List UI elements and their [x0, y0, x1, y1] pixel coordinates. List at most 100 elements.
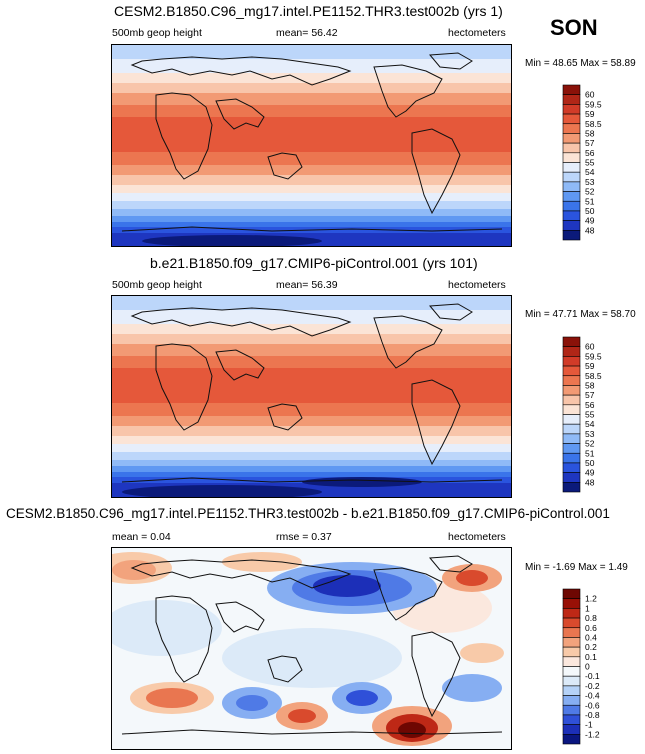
colorbar-swatch: [562, 84, 581, 95]
colorbar-swatch: [562, 133, 581, 144]
colorbar-swatch: [562, 462, 581, 473]
colorbar-tick-label: 51: [585, 196, 595, 206]
colorbar-swatch: [562, 94, 581, 105]
panel1-units: hectometers: [448, 27, 506, 39]
colorbar-swatch: [562, 171, 581, 183]
colorbar-swatch: [562, 675, 581, 687]
colorbar-swatch: [562, 181, 581, 192]
colorbar-tick-label: 58.5: [585, 371, 602, 381]
colorbar-tick-label: -1.2: [585, 729, 600, 739]
colorbar-swatch: [562, 152, 581, 163]
panel2-colorbar: 60 59.5 59 58.5 58 57 56 55 54 53 52 51 50 49 48: [562, 336, 623, 497]
colorbar-swatch: [562, 617, 581, 629]
colorbar-swatch: [562, 637, 581, 648]
colorbar-tick-label: 54: [585, 167, 595, 177]
colorbar-swatch: [562, 588, 581, 599]
panel3-units: hectometers: [448, 531, 506, 543]
colorbar-tick-label: -0.4: [585, 691, 600, 701]
colorbar-tick-label: 52: [585, 439, 595, 449]
colorbar-swatch: [562, 375, 581, 386]
colorbar-swatch: [562, 365, 581, 377]
colorbar-tick-label: 58.5: [585, 119, 602, 129]
colorbar-swatch: [562, 230, 581, 241]
panel1-title: CESM2.B1850.C96_mg17.intel.PE1152.THR3.t…: [114, 3, 503, 19]
colorbar-swatch: [562, 433, 581, 444]
colorbar-swatch: [562, 104, 581, 115]
colorbar-tick-label: 52: [585, 187, 595, 197]
colorbar-tick-label: 58: [585, 380, 595, 390]
colorbar-swatch: [562, 356, 581, 367]
colorbar-swatch: [562, 220, 581, 231]
colorbar-swatch: [562, 191, 581, 202]
season-label: SON: [550, 15, 598, 40]
colorbar-swatch: [562, 162, 581, 173]
colorbar-tick-label: 59: [585, 361, 595, 371]
colorbar-swatch: [562, 123, 581, 134]
panel1-colorbar: 60 59.5 59 58.5 58 57 56 55 54 53 52 51 50 49 48: [562, 84, 623, 245]
panel3-rmse: rmse = 0.37: [276, 531, 332, 543]
colorbar-tick-label: 0.4: [585, 632, 597, 642]
colorbar-tick-label: 0.1: [585, 652, 597, 662]
colorbar-tick-label: 56: [585, 400, 595, 410]
panel3-colorbar: 1.2 1 0.8 0.6 0.4 0.2 0.1 0 -0.1 -0.2 -0.4 -0.6 -0.8…: [562, 588, 623, 749]
colorbar-swatch: [562, 200, 581, 212]
panel1-variable-label: 500mb geop height: [112, 27, 202, 39]
colorbar-tick-label: 49: [585, 468, 595, 478]
colorbar-tick-label: 50: [585, 206, 595, 216]
colorbar-swatch: [562, 423, 581, 435]
colorbar-swatch: [562, 704, 581, 716]
colorbar-tick-label: 51: [585, 448, 595, 458]
colorbar-tick-label: 60: [585, 90, 595, 100]
colorbar-tick-label: 57: [585, 390, 595, 400]
panel2-map: [111, 295, 512, 498]
colorbar-tick-label: 0.2: [585, 642, 597, 652]
colorbar-swatch: [562, 336, 581, 347]
colorbar-tick-label: -0.8: [585, 710, 600, 720]
colorbar-tick-label: 48: [585, 477, 595, 487]
colorbar-tick-label: 0: [585, 662, 590, 672]
colorbar-swatch: [562, 598, 581, 609]
colorbar-tick-label: 60: [585, 342, 595, 352]
colorbar-tick-label: 48: [585, 225, 595, 235]
colorbar-tick-label: -0.6: [585, 700, 600, 710]
panel2-units: hectometers: [448, 279, 506, 291]
colorbar-tick-label: -0.2: [585, 681, 600, 691]
colorbar-tick-label: 0.8: [585, 613, 597, 623]
colorbar-swatch: [562, 346, 581, 357]
colorbar-tick-label: 56: [585, 148, 595, 158]
colorbar-swatch: [562, 482, 581, 493]
colorbar-swatch: [562, 695, 581, 706]
colorbar-tick-label: -1: [585, 720, 593, 730]
colorbar-swatch: [562, 656, 581, 667]
colorbar-swatch: [562, 443, 581, 454]
colorbar-swatch: [562, 685, 581, 696]
colorbar-tick-label: 57: [585, 138, 595, 148]
colorbar-swatch: [562, 666, 581, 677]
panel1-minmax: Min = 48.65 Max = 58.89: [525, 58, 636, 69]
colorbar-swatch: [562, 452, 581, 464]
colorbar-tick-label: 50: [585, 458, 595, 468]
colorbar-swatch: [562, 472, 581, 483]
colorbar-tick-label: 1.2: [585, 594, 597, 604]
colorbar-swatch: [562, 724, 581, 735]
panel3-map: [111, 547, 512, 750]
panel2-variable-label: 500mb geop height: [112, 279, 202, 291]
colorbar-tick-label: 58: [585, 128, 595, 138]
colorbar-tick-label: -0.1: [585, 671, 600, 681]
colorbar-tick-label: 0.6: [585, 623, 597, 633]
colorbar-tick-label: 54: [585, 419, 595, 429]
panel1-mean: mean= 56.42: [276, 27, 338, 39]
panel3-title: CESM2.B1850.C96_mg17.intel.PE1152.THR3.t…: [6, 506, 610, 521]
panel3-minmax: Min = -1.69 Max = 1.49: [525, 562, 628, 573]
colorbar-swatch: [562, 142, 581, 154]
colorbar-tick-label: 55: [585, 158, 595, 168]
colorbar-tick-label: 53: [585, 429, 595, 439]
colorbar-swatch: [562, 714, 581, 725]
colorbar-tick-label: 59: [585, 109, 595, 119]
panel2-mean: mean= 56.39: [276, 279, 338, 291]
colorbar-swatch: [562, 608, 581, 619]
colorbar-tick-label: 55: [585, 410, 595, 420]
colorbar-swatch: [562, 414, 581, 425]
colorbar-swatch: [562, 646, 581, 658]
colorbar-swatch: [562, 394, 581, 406]
